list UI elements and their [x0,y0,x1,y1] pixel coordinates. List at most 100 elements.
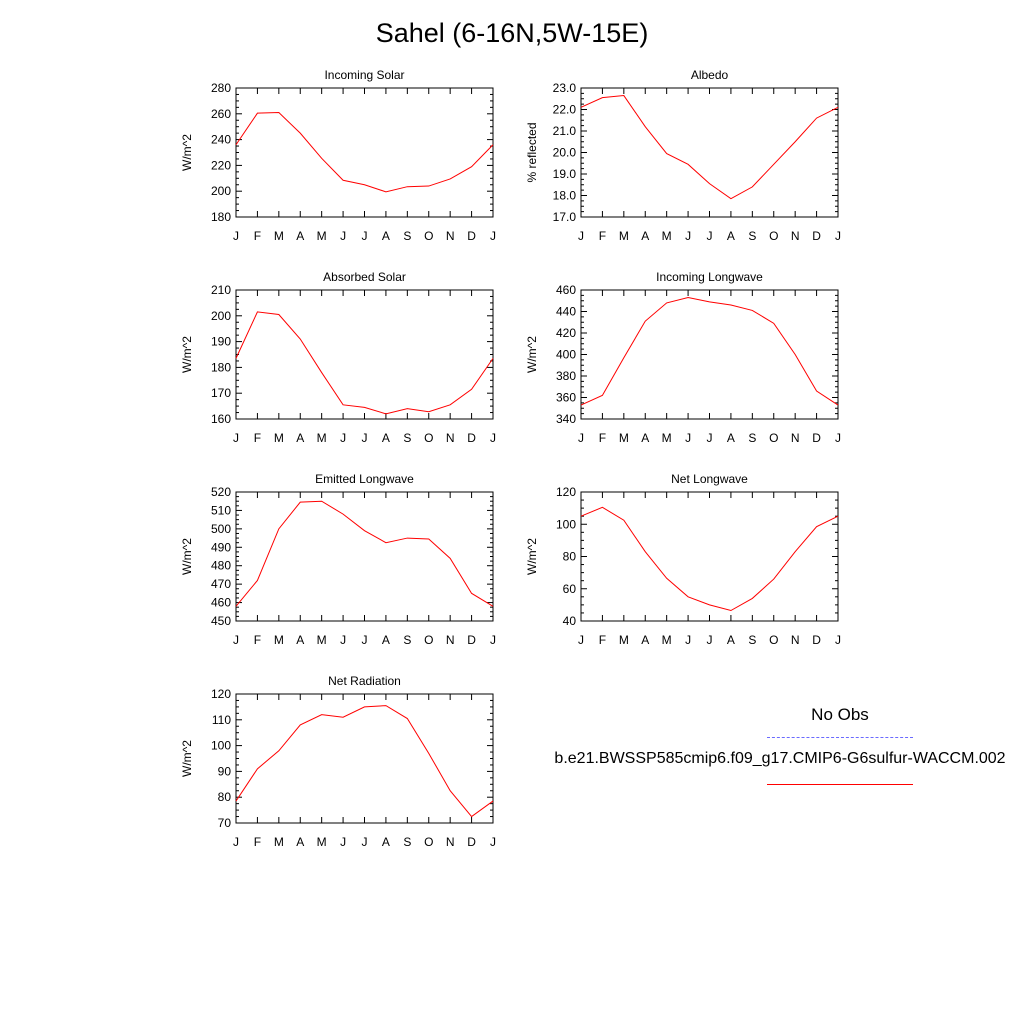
x-tick-label: J [233,229,239,243]
y-tick-label: 400 [556,348,576,362]
x-tick-label: D [467,431,476,445]
x-tick-label: J [362,633,368,647]
x-tick-label: J [340,633,346,647]
y-axis-label: W/m^2 [525,336,539,373]
y-tick-label: 220 [211,158,231,172]
x-tick-label: J [233,835,239,849]
plot-frame [235,693,494,824]
chart-title: Absorbed Solar [323,270,406,284]
x-tick-label: A [641,633,649,647]
y-tick-label: 110 [212,713,231,727]
chart-title: Net Radiation [328,674,401,688]
x-tick-label: S [403,633,411,647]
x-tick-label: J [578,633,584,647]
x-tick-label: A [296,431,304,445]
x-tick-label: N [791,633,800,647]
x-tick-label: O [769,431,778,445]
x-tick-label: J [340,229,346,243]
series-line [235,311,494,415]
y-tick-label: 170 [211,386,231,400]
series-line [235,500,494,607]
series-line [580,297,839,406]
y-tick-label: 180 [211,360,231,374]
x-tick-label: D [812,633,821,647]
x-tick-label: O [424,229,433,243]
x-tick-label: J [362,229,368,243]
x-tick-label: J [685,633,691,647]
series-line [580,506,839,612]
y-axis-label: W/m^2 [180,740,194,777]
plot-frame [580,87,839,218]
x-tick-label: D [467,633,476,647]
x-tick-label: M [662,431,672,445]
y-tick-label: 200 [211,309,231,323]
x-tick-label: A [296,835,304,849]
y-tick-label: 18.0 [553,189,577,203]
x-tick-label: J [835,431,841,445]
x-tick-label: M [662,633,672,647]
chart-title: Incoming Longwave [656,270,763,284]
x-tick-label: J [578,229,584,243]
x-tick-label: J [340,431,346,445]
x-tick-label: J [835,633,841,647]
x-tick-label: S [403,229,411,243]
x-tick-label: M [619,633,629,647]
x-tick-label: O [769,633,778,647]
y-tick-label: 260 [211,107,231,121]
chart-panel: Albedo % reflected 17.0 18.0 19.0 20.0 21.0 22.… [525,68,841,243]
legend-obs-label: No Obs [811,705,869,724]
x-tick-label: O [424,633,433,647]
x-tick-label: J [707,229,713,243]
plot-frame [580,289,839,420]
y-tick-label: 19.0 [553,167,577,181]
y-axis-label: W/m^2 [180,336,194,373]
x-tick-label: A [296,633,304,647]
page-title: Sahel (6-16N,5W-15E) [375,18,649,48]
y-tick-label: 190 [211,335,231,349]
plot-frame [235,87,494,218]
x-tick-label: J [685,431,691,445]
x-tick-label: F [599,633,606,647]
y-tick-label: 80 [563,550,577,564]
x-tick-label: N [791,431,800,445]
x-tick-label: J [835,229,841,243]
y-tick-label: 480 [211,559,231,573]
chart-title: Incoming Solar [324,68,404,82]
x-tick-label: O [769,229,778,243]
y-tick-label: 490 [211,540,231,554]
x-tick-label: O [424,835,433,849]
x-tick-label: S [403,431,411,445]
y-tick-label: 460 [556,283,576,297]
y-tick-label: 360 [556,391,576,405]
x-tick-label: J [362,835,368,849]
y-tick-label: 70 [218,816,232,830]
plot-frame [580,491,839,622]
y-tick-label: 500 [211,522,231,536]
x-tick-label: J [233,633,239,647]
y-tick-label: 470 [211,577,231,591]
x-tick-label: J [340,835,346,849]
x-tick-label: M [619,431,629,445]
x-tick-label: J [233,431,239,445]
chart-panel: Emitted Longwave W/m^2 450 460 470 480 490 500 5… [180,472,496,647]
y-tick-label: 90 [218,764,232,778]
y-tick-label: 420 [556,326,576,340]
x-tick-label: J [707,633,713,647]
x-tick-label: N [446,229,455,243]
x-tick-label: M [274,633,284,647]
x-tick-label: S [748,431,756,445]
y-tick-label: 460 [211,596,231,610]
y-axis-label: W/m^2 [180,134,194,171]
y-tick-label: 120 [211,687,231,701]
x-tick-label: A [641,431,649,445]
x-tick-label: J [578,431,584,445]
y-tick-label: 520 [211,485,231,499]
y-tick-label: 80 [218,790,232,804]
legend-model-label: b.e21.BWSSP585cmip6.f09_g17.CMIP6-G6sulf… [554,750,1006,767]
x-tick-label: A [382,633,390,647]
